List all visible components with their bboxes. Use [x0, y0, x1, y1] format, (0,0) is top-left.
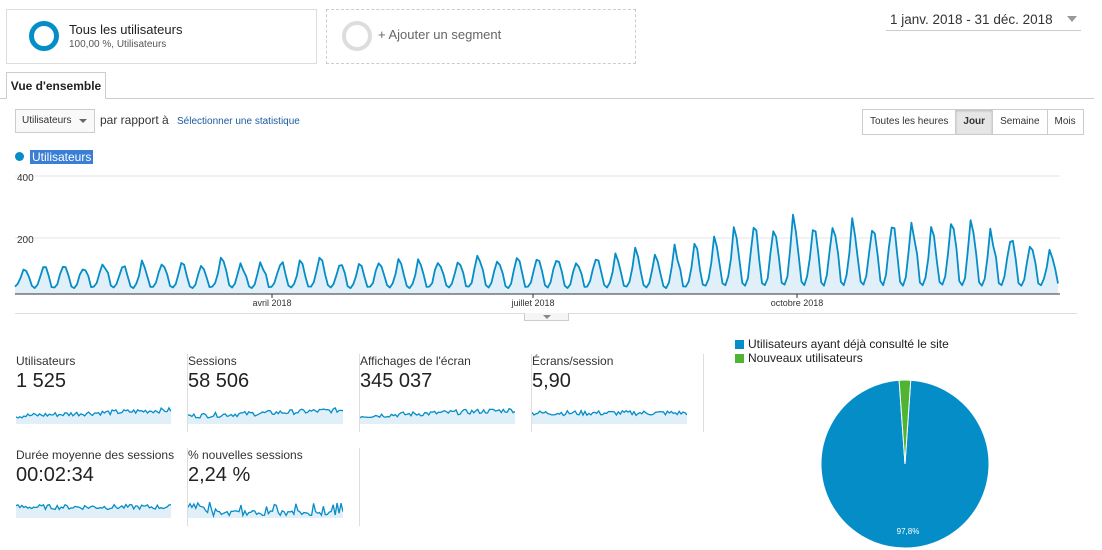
scorecard-value: 2,24 %	[188, 464, 251, 486]
segment-ring-icon	[29, 21, 59, 51]
legend-swatch	[735, 353, 744, 363]
x-tick-label: octobre 2018	[771, 298, 824, 308]
metric-dropdown-value: Utilisateurs	[22, 115, 72, 126]
scorecard-value: 58 506	[188, 370, 250, 392]
scorecard-label: % nouvelles sessions	[188, 448, 303, 462]
sparkline-line	[16, 503, 171, 511]
scorecard-sparkline	[16, 503, 171, 518]
scorecard-sparkline	[16, 406, 171, 424]
month-button[interactable]: Mois	[1047, 110, 1083, 134]
scorecard-label: Écrans/session	[532, 354, 614, 368]
chevron-down-icon	[1067, 16, 1077, 22]
y-tick-label: 200	[17, 235, 34, 246]
segment-all-users[interactable]: Tous les utilisateurs 100,00 %, Utilisat…	[6, 9, 317, 64]
time-granularity-buttons: Toutes les heures Jour Semaine Mois	[862, 109, 1084, 135]
day-button[interactable]: Jour	[956, 110, 994, 134]
compare-label: par rapport à	[100, 113, 169, 127]
pie-slice-new[interactable]	[898, 379, 912, 465]
scorecard-sessions[interactable]: Sessions 58 506	[188, 354, 360, 432]
legend-label: Utilisateurs ayant déjà consulté le site	[748, 337, 949, 351]
users-pie-chart[interactable]: 97,8%	[820, 379, 990, 549]
sparkline-area	[16, 407, 171, 424]
legend-swatch	[735, 339, 744, 349]
empty-segment-ring-icon	[342, 21, 372, 51]
scorecard-value: 345 037	[360, 370, 433, 392]
scorecard-users[interactable]: Utilisateurs 1 525	[16, 354, 188, 432]
scorecard-avg-session-duration[interactable]: Durée moyenne des sessions 00:02:34	[16, 448, 188, 526]
pie-data-label: 97,8%	[897, 527, 920, 536]
scorecard-sparkline	[532, 409, 687, 424]
scorecard-value: 1 525	[16, 370, 67, 392]
tab-bar-line	[0, 98, 1094, 99]
sparkline-area	[188, 502, 343, 518]
sparkline-line	[188, 501, 343, 518]
segment-subtitle: 100,00 %, Utilisateurs	[69, 39, 167, 50]
pie-slice-returning[interactable]	[820, 379, 990, 549]
sparkline-area	[188, 407, 343, 424]
scorecard-label: Utilisateurs	[16, 354, 76, 368]
segment-title: Tous les utilisateurs	[69, 22, 183, 37]
scorecard-sparkline	[360, 407, 515, 424]
sparkline-line	[188, 406, 343, 419]
date-range-picker[interactable]: 1 janv. 2018 - 31 déc. 2018	[886, 9, 1081, 31]
pie-legend-item[interactable]: Nouveaux utilisateurs	[735, 351, 949, 365]
scorecard-value: 00:02:34	[16, 464, 94, 486]
week-button[interactable]: Semaine	[993, 110, 1048, 134]
date-range-text: 1 janv. 2018 - 31 déc. 2018	[890, 12, 1053, 27]
sparkline-area	[360, 408, 515, 424]
scorecard-new-sessions[interactable]: % nouvelles sessions 2,24 %	[188, 448, 360, 526]
x-tick-label: juillet 2018	[510, 298, 554, 308]
series-legend-dot	[15, 152, 24, 161]
series-legend-label[interactable]: Utilisateurs	[30, 150, 94, 164]
sparkline-line	[16, 406, 171, 419]
pie-legend: Utilisateurs ayant déjà consulté le site…	[735, 337, 949, 365]
scorecard-screens-per-session[interactable]: Écrans/session 5,90	[532, 354, 704, 432]
scorecard-screen-views[interactable]: Affichages de l'écran 345 037	[360, 354, 532, 432]
sparkline-line	[360, 407, 515, 419]
hourly-button[interactable]: Toutes les heures	[863, 110, 957, 134]
legend-label: Nouveaux utilisateurs	[748, 351, 863, 365]
users-line	[14, 213, 1059, 289]
add-segment-label: + Ajouter un segment	[378, 27, 502, 42]
tab-overview[interactable]: Vue d'ensemble	[6, 72, 106, 99]
users-area-fill	[15, 214, 1058, 294]
select-statistic-link[interactable]: Sélectionner une statistique	[177, 116, 300, 127]
pie-legend-item[interactable]: Utilisateurs ayant déjà consulté le site	[735, 337, 949, 351]
chevron-down-icon	[543, 315, 551, 319]
scorecard-sparkline	[188, 501, 343, 518]
metric-dropdown[interactable]: Utilisateurs	[15, 109, 95, 133]
chevron-down-icon	[79, 119, 87, 123]
users-line-chart[interactable]: 400 200 avril 2018 juillet 2018 octobre …	[0, 165, 1080, 315]
scorecard-label: Durée moyenne des sessions	[16, 448, 175, 462]
scorecard-label: Sessions	[188, 354, 237, 368]
y-tick-label: 400	[17, 173, 34, 184]
add-segment-button[interactable]: + Ajouter un segment	[326, 9, 636, 64]
scorecard-sparkline	[188, 406, 343, 424]
x-tick-label: avril 2018	[252, 298, 291, 308]
collapse-chart-handle[interactable]	[524, 313, 569, 321]
sparkline-line	[532, 409, 687, 417]
sparkline-area	[16, 504, 171, 518]
scorecard-value: 5,90	[532, 370, 571, 392]
scorecard-label: Affichages de l'écran	[360, 354, 471, 368]
